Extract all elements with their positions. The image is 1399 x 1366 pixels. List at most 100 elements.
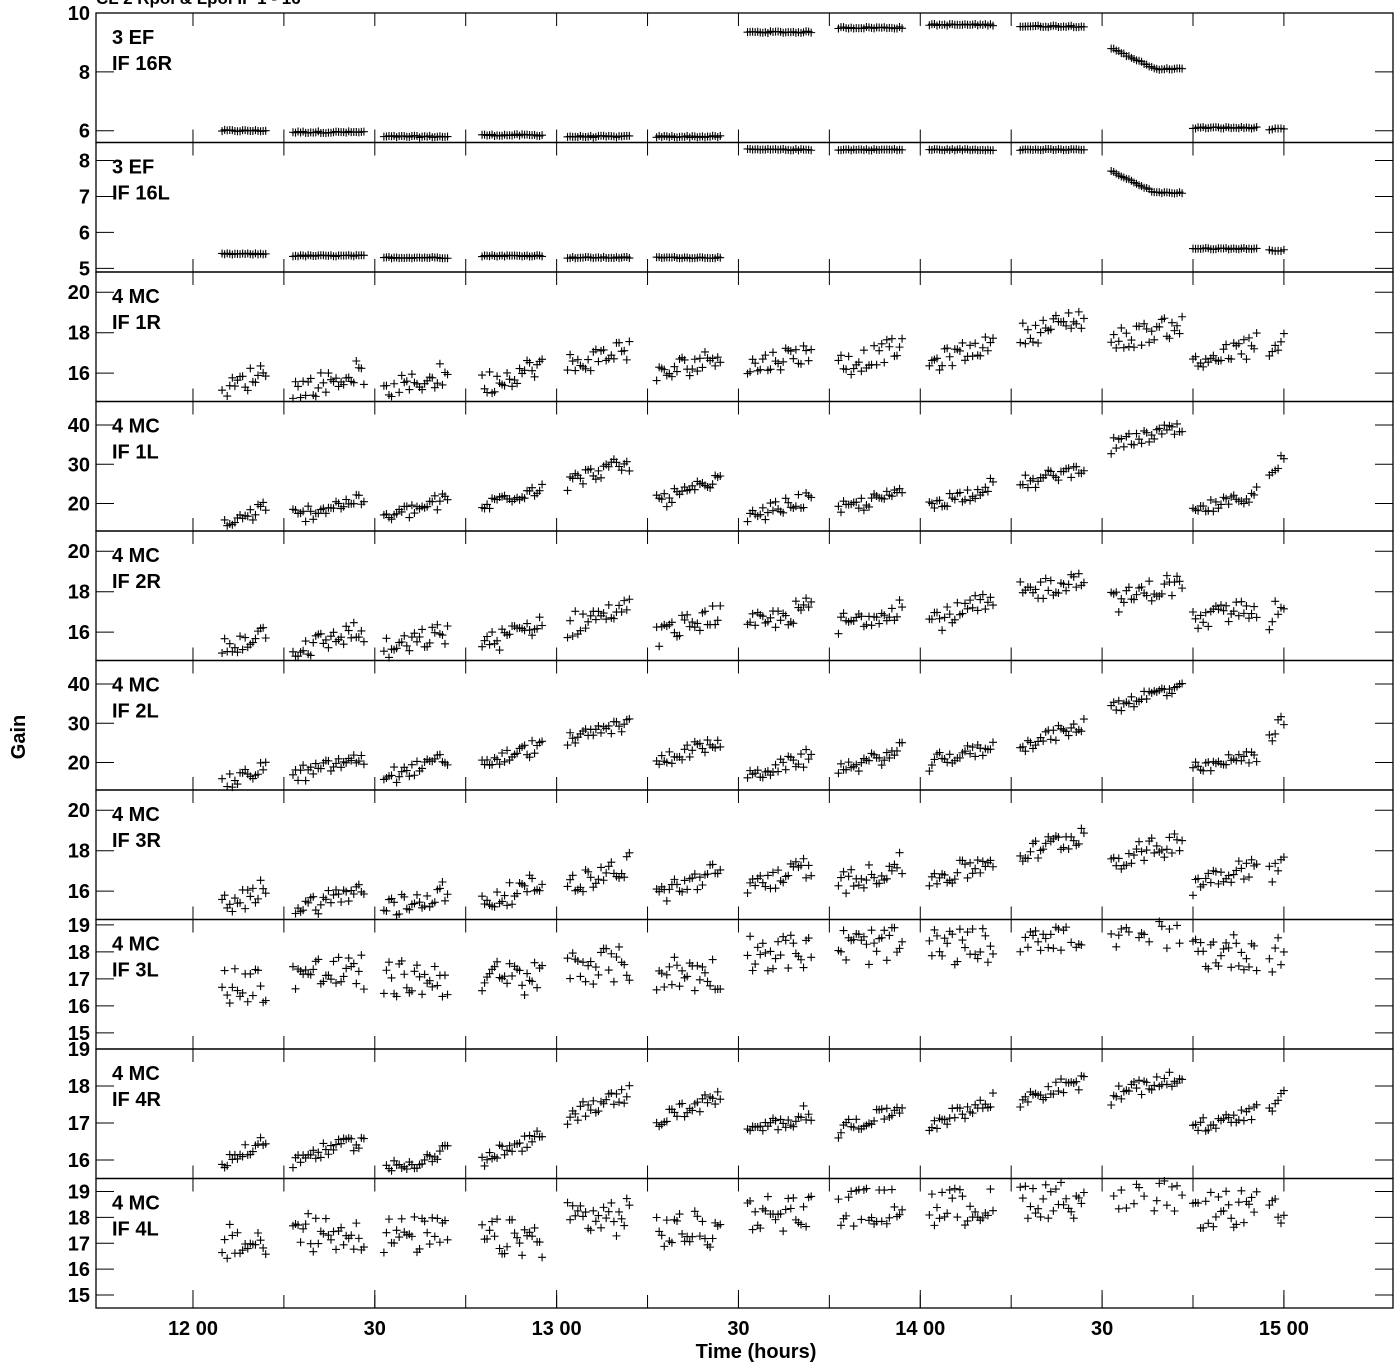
data-point — [1252, 123, 1261, 132]
data-point — [1034, 937, 1043, 946]
data-point — [1039, 930, 1048, 939]
data-point — [955, 753, 964, 762]
data-point — [963, 873, 972, 882]
data-point — [359, 760, 368, 769]
data-point — [230, 382, 239, 391]
data-point — [885, 862, 894, 871]
data-point — [314, 955, 323, 964]
data-point — [218, 386, 227, 395]
data-point — [1112, 588, 1121, 597]
data-point — [357, 751, 366, 760]
data-point — [1165, 925, 1174, 934]
data-point — [390, 1156, 399, 1165]
data-point — [1224, 750, 1233, 759]
data-point — [430, 491, 439, 500]
data-point — [241, 765, 250, 774]
data-point — [299, 507, 308, 516]
data-point — [490, 962, 499, 971]
data-point — [955, 346, 964, 355]
data-point — [525, 1131, 534, 1140]
data-point — [390, 379, 399, 388]
data-point — [1252, 966, 1261, 975]
data-point — [500, 381, 509, 390]
data-point — [1189, 608, 1197, 617]
data-point — [609, 1100, 618, 1109]
data-point — [703, 870, 712, 879]
data-point — [528, 1232, 537, 1241]
data-point — [420, 1217, 429, 1226]
data-point — [1234, 1198, 1243, 1207]
data-point — [498, 1142, 507, 1151]
data-point — [625, 848, 634, 857]
data-point — [1107, 338, 1116, 347]
data-point — [607, 949, 616, 958]
data-point — [1145, 437, 1154, 446]
data-point — [958, 338, 967, 347]
data-point — [1079, 145, 1088, 154]
data-point — [334, 890, 343, 899]
data-point — [395, 388, 404, 397]
data-point — [609, 977, 618, 986]
data-point — [578, 958, 587, 967]
data-point — [1237, 864, 1246, 873]
data-point — [1147, 834, 1156, 843]
data-point — [890, 923, 899, 932]
data-point — [428, 623, 437, 632]
data-point — [563, 1198, 572, 1207]
data-point — [1160, 1176, 1169, 1185]
data-point — [478, 642, 487, 651]
data-point — [339, 502, 348, 511]
data-point — [950, 1113, 959, 1122]
data-point — [756, 871, 765, 880]
data-point — [1079, 466, 1088, 475]
data-point — [581, 1208, 590, 1217]
data-point — [842, 765, 851, 774]
data-point — [428, 982, 437, 991]
data-point — [617, 1214, 626, 1223]
data-point — [799, 963, 808, 972]
data-point — [612, 717, 621, 726]
series-points — [220, 419, 1288, 530]
data-point — [578, 887, 587, 896]
y-tick-label: 7 — [79, 186, 90, 208]
y-tick-label: 30 — [68, 713, 90, 735]
data-point — [503, 901, 512, 910]
data-point — [1137, 439, 1146, 448]
data-point — [1173, 1181, 1182, 1190]
data-point — [695, 354, 704, 363]
data-point — [935, 748, 944, 757]
data-point — [779, 758, 788, 767]
data-point — [887, 604, 896, 613]
data-point — [784, 498, 793, 507]
data-point — [443, 495, 452, 504]
data-point — [324, 886, 333, 895]
data-point — [493, 372, 502, 381]
data-point — [410, 899, 419, 908]
data-point — [1034, 853, 1043, 862]
data-point — [887, 492, 896, 501]
data-point — [1237, 597, 1246, 606]
data-point — [1237, 756, 1246, 765]
data-point — [1119, 598, 1128, 607]
data-point — [535, 1238, 544, 1247]
data-point — [1191, 614, 1200, 623]
data-point — [319, 1139, 328, 1148]
data-point — [622, 457, 631, 466]
data-point — [898, 1103, 907, 1112]
data-point — [402, 377, 411, 386]
data-point — [746, 1126, 755, 1135]
data-point — [294, 382, 303, 391]
data-point — [688, 746, 697, 755]
data-point — [706, 981, 715, 990]
data-point — [1178, 1075, 1187, 1084]
data-point — [354, 880, 363, 889]
data-point — [932, 608, 941, 617]
data-point — [796, 606, 805, 615]
data-point — [1044, 943, 1053, 952]
data-point — [981, 483, 990, 492]
data-point — [794, 490, 803, 499]
data-point — [711, 361, 720, 370]
data-point — [294, 776, 303, 785]
data-point — [781, 611, 790, 620]
data-point — [854, 930, 863, 939]
